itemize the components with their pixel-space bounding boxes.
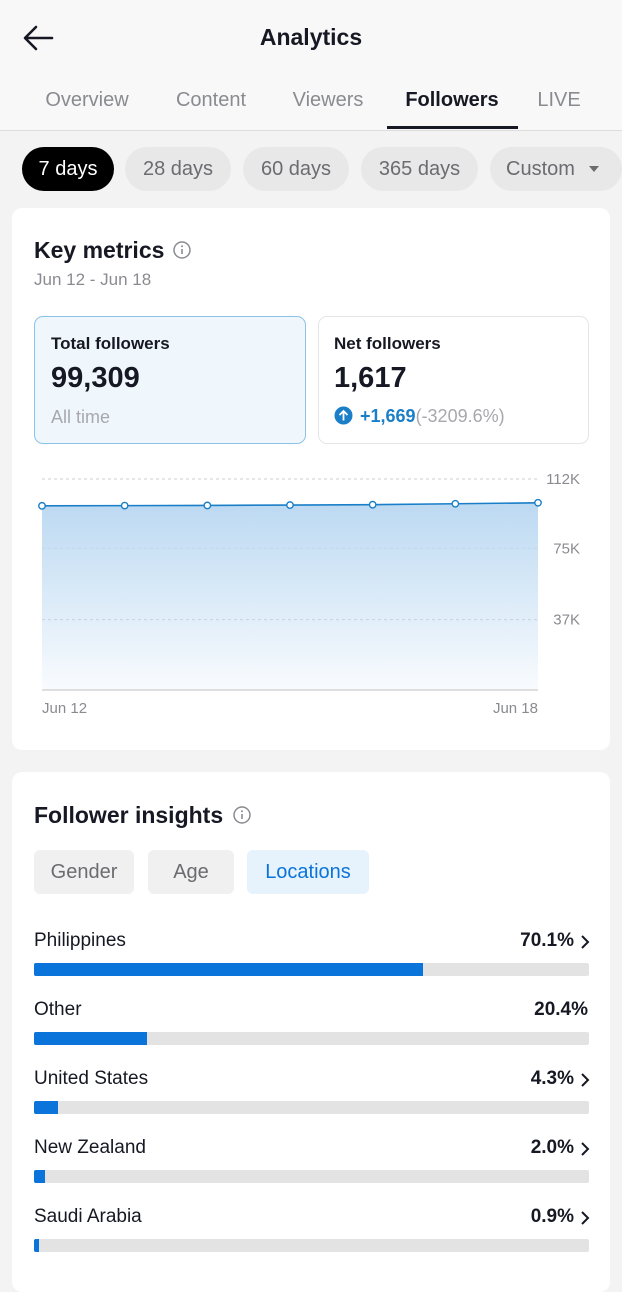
dropdown-icon bbox=[589, 166, 599, 172]
range-chip[interactable]: 7 days bbox=[22, 147, 114, 191]
tab[interactable]: Content bbox=[175, 89, 247, 111]
range-chip[interactable]: 60 days bbox=[243, 147, 349, 191]
chevron[interactable] bbox=[579, 1141, 591, 1157]
tab-underline bbox=[387, 126, 518, 129]
section-title: Follower insights bbox=[34, 802, 224, 828]
point bbox=[534, 498, 542, 507]
bar bbox=[34, 1101, 58, 1114]
location-name: Other bbox=[34, 999, 82, 1020]
x-tick-label: Jun 12 bbox=[42, 700, 87, 717]
chevron[interactable] bbox=[579, 1210, 591, 1226]
metric-value: 1,617 bbox=[334, 362, 407, 394]
metric-label: Total followers bbox=[51, 334, 170, 353]
metric-note: All time bbox=[51, 407, 111, 427]
info-icon[interactable] bbox=[172, 240, 192, 260]
net-change: +1,669(-3209.6%) bbox=[360, 406, 505, 427]
page-title: Analytics bbox=[259, 24, 363, 50]
tab[interactable]: Overview bbox=[45, 89, 129, 111]
location-pct: 4.3% bbox=[530, 1068, 574, 1089]
location-pct: 70.1% bbox=[520, 930, 574, 951]
bar bbox=[34, 963, 424, 976]
segment[interactable]: Locations bbox=[247, 850, 369, 894]
range-chip[interactable]: Custom bbox=[490, 147, 622, 191]
point bbox=[451, 499, 460, 508]
metric-label: Net followers bbox=[334, 334, 441, 353]
bar bbox=[34, 1170, 46, 1183]
up-icon bbox=[334, 406, 353, 425]
bar bbox=[34, 1239, 39, 1252]
segment[interactable]: Gender bbox=[34, 850, 134, 894]
location-pct: 0.9% bbox=[530, 1206, 574, 1227]
header bbox=[0, 0, 622, 131]
range-chip[interactable]: 28 days bbox=[125, 147, 231, 191]
chevron[interactable] bbox=[579, 934, 591, 950]
followers-chart: 112K 75K 37K Jun 12 Jun 18 bbox=[38, 471, 580, 717]
back-button[interactable] bbox=[22, 24, 54, 52]
total-card[interactable] bbox=[34, 316, 306, 444]
tab[interactable]: Followers bbox=[405, 89, 499, 111]
range-chip[interactable]: 365 days bbox=[361, 147, 478, 191]
location-name: Saudi Arabia bbox=[34, 1206, 142, 1227]
y-tick-label: 112K bbox=[546, 471, 580, 488]
net-card[interactable] bbox=[318, 316, 589, 444]
point bbox=[368, 500, 377, 509]
bar-track bbox=[34, 1101, 589, 1114]
bar-track bbox=[34, 1170, 589, 1183]
point bbox=[120, 501, 129, 510]
y-tick-label: 75K bbox=[553, 540, 580, 557]
area bbox=[42, 502, 538, 689]
segment[interactable]: Age bbox=[148, 850, 234, 894]
location-name: Philippines bbox=[34, 930, 126, 951]
point bbox=[286, 501, 294, 509]
x-tick-label: Jun 18 bbox=[493, 700, 538, 717]
location-name: United States bbox=[34, 1068, 149, 1089]
info-icon[interactable] bbox=[232, 805, 252, 825]
date-range: Jun 12 - Jun 18 bbox=[34, 270, 152, 289]
y-tick-label: 37K bbox=[553, 612, 580, 629]
bar-track bbox=[34, 1239, 589, 1252]
location-pct: 20.4% bbox=[534, 999, 588, 1020]
bar-track bbox=[34, 1032, 589, 1045]
metric-value: 99,309 bbox=[51, 362, 140, 394]
change-value: +1,669 bbox=[360, 406, 416, 426]
location-name: New Zealand bbox=[34, 1137, 146, 1158]
point bbox=[38, 501, 46, 510]
point bbox=[203, 501, 212, 510]
tab[interactable]: Viewers bbox=[292, 89, 364, 111]
section-title: Key metrics bbox=[34, 237, 165, 263]
tab[interactable]: LIVE bbox=[537, 89, 581, 111]
change-pct: (-3209.6%) bbox=[415, 406, 505, 426]
bar bbox=[34, 1032, 148, 1045]
location-pct: 2.0% bbox=[530, 1137, 574, 1158]
bar-track bbox=[34, 963, 589, 976]
chevron[interactable] bbox=[579, 1072, 591, 1088]
